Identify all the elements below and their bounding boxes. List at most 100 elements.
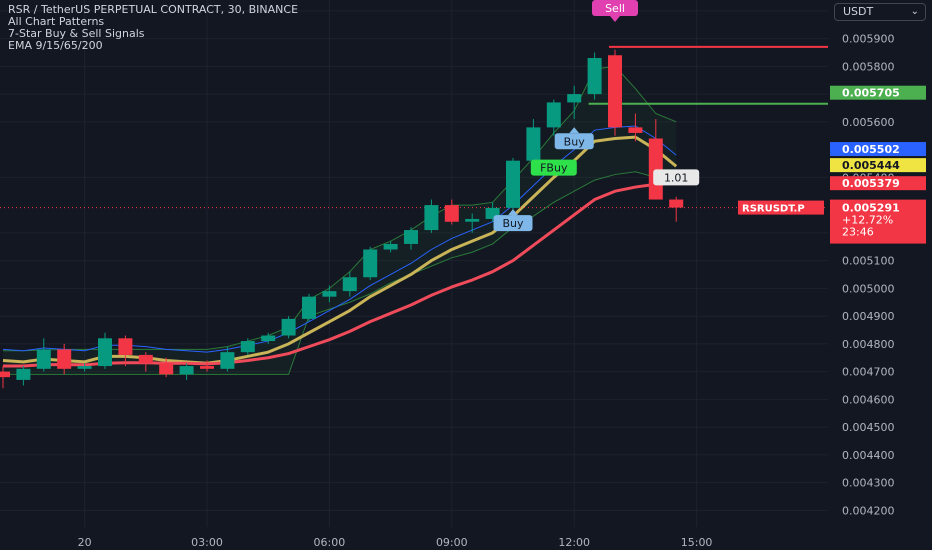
signal-arrow	[569, 127, 580, 134]
signal-box	[554, 133, 594, 150]
signal-box	[530, 159, 577, 176]
candle-body	[546, 102, 561, 128]
symbol-tag-text: RSRUSDT.P	[742, 204, 805, 215]
price-axis: 0.004200 0.004300 0.004400 0.004500 0.004600…	[738, 0, 932, 550]
candle-body	[220, 352, 235, 369]
time-tick: 03:00	[191, 536, 223, 549]
candle-body	[342, 277, 357, 292]
price-tick: 0.004700	[842, 366, 895, 379]
price-label-box	[830, 142, 926, 157]
time-tick: 20	[78, 536, 92, 549]
legend-indicator-ema: EMA 9/15/65/200	[8, 39, 103, 52]
current-price-text: 0.005291	[842, 202, 900, 215]
signal-label: FBuy	[530, 159, 577, 176]
symbol-tag	[738, 200, 824, 215]
signal-labels: Sell Buy FBuy Buy 1.01	[493, 0, 700, 232]
price-tick: 0.005600	[842, 116, 895, 129]
candle-body	[77, 366, 92, 369]
price-label-box	[830, 85, 926, 100]
candle-body	[138, 354, 153, 364]
price-tick: 0.005100	[842, 255, 895, 268]
candle-body	[363, 249, 378, 278]
price-label-text: 0.005705	[842, 87, 900, 100]
candle-body	[98, 338, 112, 367]
current-price-text: +12.72%	[842, 214, 893, 227]
currency-label: USDT	[843, 5, 874, 18]
currency-selector[interactable]: USDT ⌄	[834, 3, 926, 21]
candle-body	[444, 205, 459, 222]
signal-text: Buy	[564, 135, 586, 148]
price-tick: 0.004200	[842, 504, 895, 517]
candle-body	[669, 199, 684, 208]
candle-body	[506, 160, 520, 208]
price-tick: 0.004900	[842, 310, 895, 323]
candle-body	[404, 230, 418, 244]
signal-label: Buy	[554, 127, 594, 150]
signal-text: Buy	[502, 217, 524, 230]
price-tick: 0.004800	[842, 338, 895, 351]
signal-box	[493, 215, 533, 232]
price-label-box	[830, 158, 926, 173]
grid	[0, 0, 828, 527]
price-label-text: 0.005379	[842, 177, 900, 190]
price-tick: 0.005800	[842, 60, 895, 73]
signal-label: Sell	[592, 0, 638, 23]
signal-text: 1.01	[664, 171, 689, 184]
time-tick: 12:00	[558, 536, 590, 549]
price-tick: 0.004600	[842, 393, 895, 406]
candle-body	[36, 349, 51, 369]
candle-body	[0, 371, 10, 378]
candle-body	[322, 291, 337, 297]
price-tick: 0.004500	[842, 421, 895, 434]
candle-body	[261, 335, 276, 342]
band-line	[3, 65, 677, 352]
price-label-box	[830, 176, 926, 191]
chart-legend: RSR / TetherUS PERPETUAL CONTRACT, 30, B…	[8, 4, 298, 52]
candle-body	[424, 205, 439, 231]
ema-line-fast	[2, 125, 677, 353]
candle-body	[159, 363, 174, 375]
candle-body	[567, 94, 582, 103]
candle-body	[200, 366, 214, 369]
time-axis: 20 03:00 06:00 09:00 12:00 15:00	[0, 527, 932, 550]
time-tick: 15:00	[681, 536, 713, 549]
signal-arrow	[610, 16, 620, 23]
band-line	[3, 171, 677, 375]
candle-body	[485, 207, 500, 219]
candle-body	[526, 127, 541, 161]
time-tick: 06:00	[314, 536, 346, 549]
price-label-text: 0.005444	[842, 159, 900, 172]
candle-body	[608, 55, 622, 128]
price-tick: 0.004400	[842, 449, 895, 462]
candle-body	[587, 58, 602, 95]
signal-label: Buy	[493, 209, 533, 232]
candle-body	[302, 296, 316, 319]
legend-title: RSR / TetherUS PERPETUAL CONTRACT, 30, B…	[8, 3, 299, 16]
signal-box	[592, 0, 638, 17]
ema-line	[3, 181, 677, 368]
candle-body	[118, 338, 133, 355]
signal-band	[3, 65, 677, 375]
legend-indicator-signals: 7-Star Buy & Sell Signals	[8, 27, 145, 40]
current-price-text: 23:46	[842, 226, 874, 239]
candle-body	[240, 341, 255, 353]
price-tick: 0.005900	[842, 33, 895, 46]
band-fill	[3, 66, 677, 375]
price-tick: 0.005000	[842, 282, 895, 295]
candles	[0, 49, 684, 389]
level-lines	[0, 45, 828, 209]
axis-bg	[828, 0, 932, 550]
candle-body	[179, 366, 194, 375]
legend-indicator-patterns: All Chart Patterns	[8, 15, 105, 28]
current-price-box	[830, 199, 926, 244]
candle-body	[648, 138, 663, 200]
time-axis-bg	[0, 527, 932, 550]
candle-body	[383, 243, 398, 250]
candle-body	[57, 349, 72, 369]
price-tick: 0.004300	[842, 477, 895, 490]
candle-body	[628, 127, 643, 133]
chevron-down-icon: ⌄	[910, 6, 919, 17]
signal-box	[653, 169, 700, 186]
signal-arrow	[508, 209, 518, 216]
